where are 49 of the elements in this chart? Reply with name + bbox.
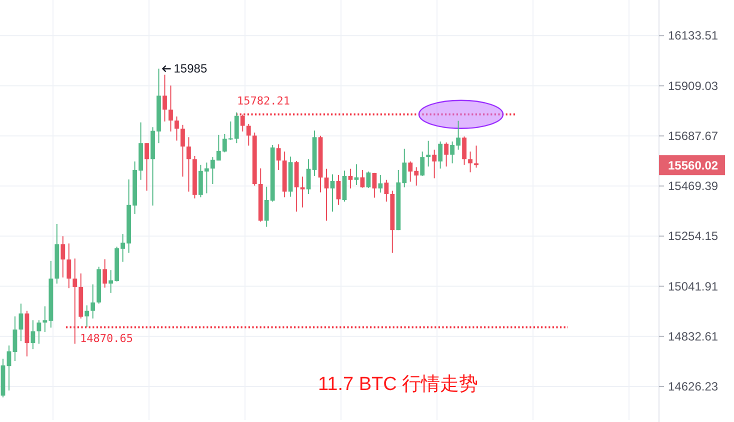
candlestick — [12, 316, 18, 362]
candlestick — [246, 123, 251, 146]
candlestick — [444, 142, 449, 167]
y-tick-label: 14832.61 — [668, 329, 718, 344]
candlestick — [360, 169, 365, 188]
candlestick — [378, 174, 383, 194]
candlestick — [366, 171, 371, 188]
candlestick — [324, 168, 329, 222]
candlestick — [330, 174, 335, 212]
candlestick — [336, 174, 341, 206]
text: 15560.02 — [668, 158, 718, 173]
candlestick — [372, 172, 377, 198]
y-tick-label: 15687.67 — [668, 128, 718, 143]
annotation: 15985 — [174, 62, 208, 76]
candlestick — [240, 114, 245, 132]
candlestick — [66, 242, 72, 289]
candlestick — [462, 136, 466, 166]
candlestick — [180, 124, 185, 178]
candlestick — [276, 144, 281, 170]
candlestick — [36, 320, 42, 344]
y-tick-label: 14626.23 — [668, 380, 718, 394]
y-tick-label: 15909.03 — [668, 78, 718, 93]
y-tick-label: 16133.51 — [668, 28, 718, 43]
candlestick — [84, 304, 90, 328]
candlestick — [186, 136, 191, 192]
candlestick — [348, 168, 353, 189]
candlestick — [18, 303, 24, 342]
candlestick — [102, 258, 108, 288]
candlestick — [468, 151, 472, 173]
candlestick — [174, 116, 179, 142]
candlestick — [426, 140, 431, 167]
candlestick — [438, 141, 443, 170]
ref-line-label: 15782.21 — [237, 94, 290, 108]
text: 11.7 BTC 行情走势 — [318, 374, 478, 395]
candlestick — [306, 158, 311, 194]
candlestick — [72, 258, 78, 344]
candlestick — [90, 284, 96, 319]
y-tick-label: 15469.39 — [668, 179, 718, 194]
candlestick — [30, 320, 36, 350]
candlestick — [162, 74, 167, 122]
y-tick-label: 15041.91 — [668, 279, 718, 294]
candlestick — [420, 151, 425, 176]
y-tick-label: 15254.15 — [668, 229, 718, 244]
candlestick — [144, 142, 149, 192]
candlestick — [384, 179, 389, 202]
ref-line-label: 14870.65 — [80, 332, 133, 346]
candlestick — [60, 236, 66, 278]
candlestick — [432, 149, 437, 179]
candlestick — [168, 85, 173, 132]
